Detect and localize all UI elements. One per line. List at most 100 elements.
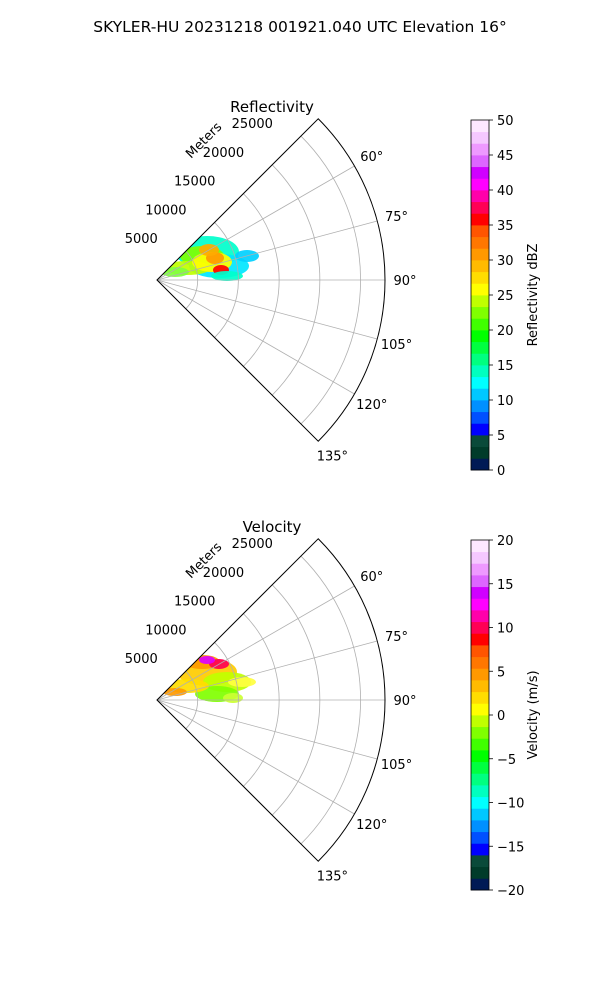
- colorbar-swatch: [471, 691, 489, 704]
- colorbar-tick-label: 50: [497, 114, 514, 129]
- colorbar-swatch: [471, 715, 489, 728]
- range-tick-label: 5000: [125, 232, 158, 247]
- colorbar-swatch: [471, 551, 489, 564]
- colorbar-swatch: [471, 155, 489, 168]
- colorbar-swatch: [471, 458, 489, 471]
- range-tick-label: 10000: [145, 623, 186, 638]
- colorbar-swatch: [471, 843, 489, 856]
- radar-echo: [163, 655, 256, 703]
- colorbar-swatch: [471, 738, 489, 751]
- colorbar-swatch: [471, 680, 489, 693]
- range-tick-label: 25000: [232, 117, 273, 132]
- azimuth-tick-label: 135°: [317, 449, 348, 464]
- colorbar-swatch: [471, 376, 489, 389]
- colorbar-swatch: [471, 178, 489, 191]
- azimuth-spoke-120: [156, 279, 355, 395]
- colorbar-swatch: [471, 423, 489, 436]
- azimuth-spoke-120: [156, 699, 355, 815]
- range-tick-label: 10000: [145, 203, 186, 218]
- colorbar-swatch: [471, 131, 489, 144]
- azimuth-tick-label: 135°: [317, 869, 348, 884]
- echo-cell: [211, 271, 243, 281]
- colorbar-swatch: [471, 283, 489, 296]
- range-tick-label: 15000: [174, 175, 215, 190]
- colorbar-tick-label: 30: [497, 254, 514, 269]
- figure-title: SKYLER-HU 20231218 001921.040 UTC Elevat…: [93, 18, 507, 36]
- colorbar: 0 5 10 15 20 25 30 35 40 45 50 Reflectivity dBZ: [470, 114, 541, 479]
- colorbar-swatch: [471, 365, 489, 378]
- colorbar-tick-label: 35: [497, 219, 514, 234]
- sector-outline: [156, 118, 386, 442]
- colorbar-tick-label: 0: [497, 709, 505, 724]
- colorbar-swatch: [471, 341, 489, 354]
- colorbar-swatch: [471, 726, 489, 739]
- azimuth-spoke-60: [156, 165, 355, 281]
- azimuth-spoke-105: [156, 699, 378, 760]
- colorbar-swatch: [471, 411, 489, 424]
- radar-echo: [161, 236, 259, 281]
- colorbar-tick-label: 10: [497, 394, 514, 409]
- range-tick-label: 20000: [203, 566, 244, 581]
- colorbar-label: Velocity (m/s): [526, 670, 541, 759]
- azimuth-tick-label: 105°: [381, 338, 412, 353]
- colorbar-swatch: [471, 750, 489, 763]
- colorbar-swatch: [471, 201, 489, 214]
- colorbar-tick-label: −20: [497, 884, 524, 899]
- colorbar-swatch: [471, 878, 489, 891]
- colorbar-swatch: [471, 598, 489, 611]
- colorbar-swatch: [471, 610, 489, 623]
- panel-title: Reflectivity: [230, 98, 314, 116]
- echo-cell: [228, 677, 256, 687]
- colorbar-swatch: [471, 808, 489, 821]
- colorbar-swatch: [471, 295, 489, 308]
- azimuth-tick-label: 75°: [385, 210, 408, 225]
- colorbar-swatch: [471, 435, 489, 448]
- azimuth-tick-label: 120°: [356, 818, 387, 833]
- azimuth-tick-label: 60°: [360, 570, 383, 585]
- colorbar-swatch: [471, 633, 489, 646]
- echo-cell: [199, 656, 215, 664]
- colorbar-swatch: [471, 213, 489, 226]
- colorbar-tick-label: 45: [497, 149, 514, 164]
- echo-cell: [163, 688, 187, 696]
- colorbar-swatch: [471, 400, 489, 413]
- colorbar-swatch: [471, 586, 489, 599]
- colorbar-swatch: [471, 645, 489, 658]
- colorbar-swatch: [471, 271, 489, 284]
- colorbar-swatch: [471, 785, 489, 798]
- colorbar-swatch: [471, 143, 489, 156]
- colorbar-tick-label: 0: [497, 464, 505, 479]
- range-tick-label: 20000: [203, 146, 244, 161]
- colorbar-swatch: [471, 773, 489, 786]
- colorbar-swatch: [471, 190, 489, 203]
- colorbar-swatch: [471, 353, 489, 366]
- colorbar-swatch: [471, 831, 489, 844]
- panel-reflectivity: Reflectivity500010000150002000025000Mete…: [125, 98, 541, 479]
- colorbar-tick-label: 15: [497, 359, 514, 374]
- colorbar-swatch: [471, 248, 489, 261]
- colorbar-swatch: [471, 656, 489, 669]
- colorbar: −20 −15 −10 −5 0 5 10 15 20 Velocity (m/s): [470, 534, 541, 899]
- colorbar-swatch: [471, 120, 489, 133]
- sector-outline: [156, 538, 386, 862]
- azimuth-spoke-105: [156, 279, 378, 340]
- colorbar-swatch: [471, 563, 489, 576]
- colorbar-swatch: [471, 166, 489, 179]
- colorbar-swatch: [471, 796, 489, 809]
- azimuth-tick-label: 120°: [356, 398, 387, 413]
- colorbar-swatch: [471, 540, 489, 553]
- colorbar-tick-label: 5: [497, 429, 505, 444]
- colorbar-swatch: [471, 866, 489, 879]
- colorbar-swatch: [471, 820, 489, 833]
- colorbar-swatch: [471, 330, 489, 343]
- azimuth-tick-label: 105°: [381, 758, 412, 773]
- azimuth-tick-label: 90°: [393, 694, 416, 709]
- colorbar-swatch: [471, 761, 489, 774]
- colorbar-tick-label: 15: [497, 578, 514, 593]
- colorbar-swatch: [471, 260, 489, 273]
- colorbar-tick-label: 20: [497, 534, 514, 549]
- azimuth-tick-label: 60°: [360, 150, 383, 165]
- colorbar-tick-label: −15: [497, 840, 524, 855]
- colorbar-swatch: [471, 225, 489, 238]
- colorbar-swatch: [471, 446, 489, 459]
